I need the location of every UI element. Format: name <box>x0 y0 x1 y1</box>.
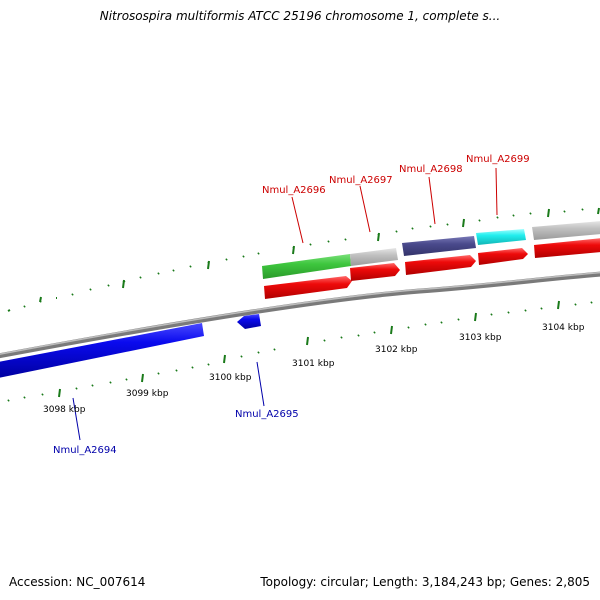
gene-label-nmul-a2698[interactable]: Nmul_A2698 <box>399 164 463 175</box>
gene-label-nmul-a2695[interactable]: Nmul_A2695 <box>235 409 299 420</box>
tick-label-3102: 3102 kbp <box>375 345 418 355</box>
cds-arrow-nmul-a2696 <box>264 276 352 299</box>
feature-green <box>262 254 351 279</box>
feature-grey-1 <box>350 248 398 266</box>
cds-arrow-next <box>534 238 600 258</box>
feature-grey-2 <box>532 221 600 240</box>
feature-cyan <box>476 229 526 245</box>
accession-label: Accession: NC_007614 <box>9 575 146 589</box>
cds-arrow-nmul-a2697 <box>350 263 400 281</box>
feature-slate <box>402 236 476 256</box>
gene-label-nmul-a2696[interactable]: Nmul_A2696 <box>262 185 326 196</box>
cds-arrow-nmul-a2695 <box>237 314 261 329</box>
cds-arrow-nmul-a2698 <box>405 255 476 275</box>
tick-label-3104: 3104 kbp <box>542 323 585 333</box>
gene-label-nmul-a2694[interactable]: Nmul_A2694 <box>53 445 117 456</box>
tick-label-3101: 3101 kbp <box>292 359 335 369</box>
map-title: Nitrosospira multiformis ATCC 25196 chro… <box>99 9 501 23</box>
chromosome-backbone <box>0 271 600 359</box>
gene-label-nmul-a2699[interactable]: Nmul_A2699 <box>466 154 530 165</box>
tick-row-outer <box>7 207 600 312</box>
leader-lines <box>72 167 498 441</box>
tick-label-3098: 3098 kbp <box>43 405 86 415</box>
tick-row-inner <box>7 300 593 402</box>
tick-label-3103: 3103 kbp <box>459 333 502 343</box>
tick-label-3100: 3100 kbp <box>209 373 252 383</box>
tick-label-3099: 3099 kbp <box>126 389 169 399</box>
topology-label: Topology: circular; Length: 3,184,243 bp… <box>260 575 590 589</box>
gene-label-nmul-a2697[interactable]: Nmul_A2697 <box>329 175 393 186</box>
cds-arrow-nmul-a2699 <box>478 248 528 265</box>
cds-arrow-nmul-a2694 <box>0 323 204 378</box>
